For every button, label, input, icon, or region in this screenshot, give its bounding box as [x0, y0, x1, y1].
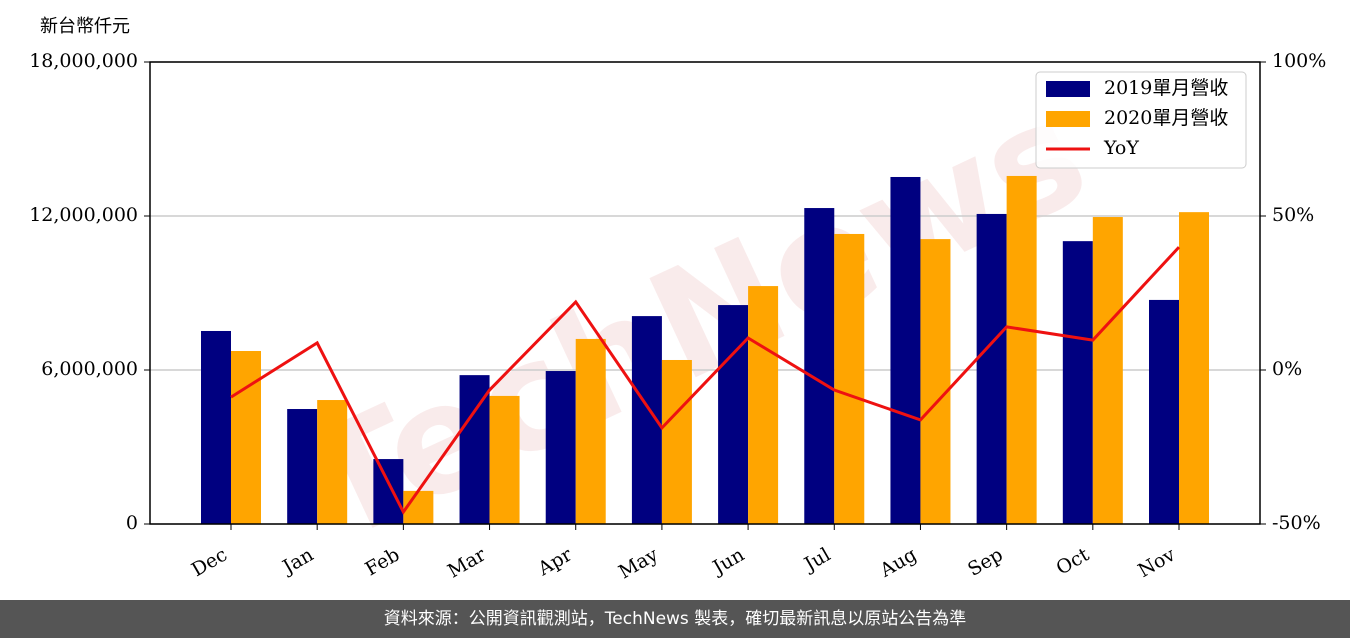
footer: 資料來源：公開資訊觀測站，TechNews 製表，確切最新訊息以原站公告為準 — [0, 600, 1350, 638]
bar — [1006, 175, 1037, 524]
legend-label: YoY — [1103, 137, 1139, 159]
legend-swatch — [1046, 111, 1090, 127]
bar — [748, 286, 779, 524]
y2-tick-label: 0% — [1272, 358, 1302, 380]
x-tick-label: Jan — [277, 544, 317, 580]
bar — [489, 395, 520, 524]
y-tick-label: 6,000,000 — [41, 358, 138, 380]
bar — [459, 375, 490, 524]
x-tick-label: Dec — [188, 544, 231, 582]
bar — [661, 359, 692, 524]
bar — [920, 239, 951, 524]
x-tick-label: Mar — [444, 543, 490, 582]
bar — [1092, 217, 1123, 524]
y-tick-label: 12,000,000 — [29, 204, 138, 226]
bar — [1179, 212, 1209, 524]
bar — [317, 400, 348, 524]
legend-label: 2020單月營收 — [1104, 107, 1228, 129]
x-tick-label: Jul — [799, 544, 834, 577]
x-tick-label: Aug — [876, 544, 921, 583]
y2-tick-label: -50% — [1272, 512, 1321, 534]
y2-tick-label: 100% — [1272, 50, 1326, 72]
bar — [976, 213, 1007, 525]
legend-label: 2019單月營收 — [1104, 77, 1228, 99]
x-tick-label: Oct — [1052, 543, 1093, 579]
bar — [804, 208, 835, 524]
plot-frame — [149, 61, 1261, 525]
bar — [287, 409, 318, 524]
chart: 新台幣仟元 TechNews 06,000,00012,000,00018,00… — [29, 16, 1326, 583]
bar — [575, 338, 606, 524]
bar — [890, 176, 921, 524]
y2-tick-label: 50% — [1272, 204, 1314, 226]
legend-swatch — [1046, 81, 1090, 97]
line — [230, 246, 1181, 515]
x-tick-label: Apr — [534, 543, 577, 580]
bar — [231, 351, 261, 524]
bar — [373, 459, 404, 524]
bar — [1062, 241, 1093, 525]
x-tick-label: May — [615, 543, 662, 583]
bar — [201, 330, 231, 524]
y-tick-label: 0 — [126, 512, 138, 534]
y-axis-title: 新台幣仟元 — [40, 16, 130, 37]
bar — [834, 233, 865, 524]
bar — [1149, 299, 1179, 524]
x-tick-label: Sep — [964, 544, 1007, 581]
x-tick-label: Jun — [708, 544, 749, 580]
bar — [718, 305, 749, 524]
x-tick-label: Nov — [1134, 543, 1179, 582]
bar — [545, 371, 576, 524]
y-tick-label: 18,000,000 — [29, 50, 138, 72]
